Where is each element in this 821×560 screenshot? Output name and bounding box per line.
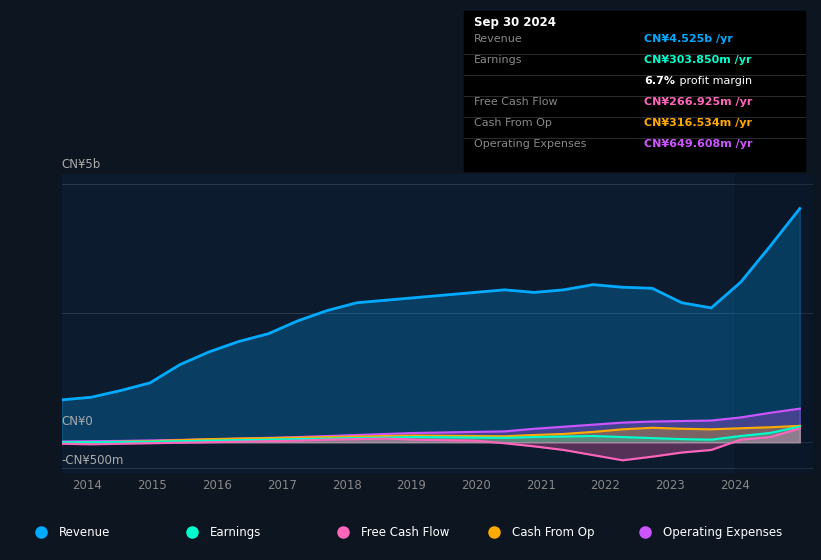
Text: CN¥5b: CN¥5b	[62, 158, 101, 171]
Text: Earnings: Earnings	[210, 526, 262, 539]
Text: CN¥4.525b /yr: CN¥4.525b /yr	[644, 34, 733, 44]
Text: -CN¥500m: -CN¥500m	[62, 454, 124, 467]
Text: Sep 30 2024: Sep 30 2024	[474, 16, 556, 29]
Text: Operating Expenses: Operating Expenses	[663, 526, 782, 539]
Text: CN¥266.925m /yr: CN¥266.925m /yr	[644, 97, 753, 107]
Text: Free Cash Flow: Free Cash Flow	[474, 97, 557, 107]
Text: Revenue: Revenue	[474, 34, 522, 44]
Text: CN¥316.534m /yr: CN¥316.534m /yr	[644, 118, 753, 128]
Text: CN¥0: CN¥0	[62, 414, 94, 428]
Bar	[735, 174, 813, 473]
Text: Cash From Op: Cash From Op	[512, 526, 594, 539]
Text: CN¥303.850m /yr: CN¥303.850m /yr	[644, 55, 752, 65]
Text: 6.7%: 6.7%	[644, 76, 676, 86]
Text: Revenue: Revenue	[59, 526, 111, 539]
Text: CN¥649.608m /yr: CN¥649.608m /yr	[644, 139, 753, 149]
Text: Free Cash Flow: Free Cash Flow	[361, 526, 450, 539]
Text: Earnings: Earnings	[474, 55, 522, 65]
Text: Cash From Op: Cash From Op	[474, 118, 552, 128]
Text: Operating Expenses: Operating Expenses	[474, 139, 586, 149]
Text: profit margin: profit margin	[676, 76, 752, 86]
